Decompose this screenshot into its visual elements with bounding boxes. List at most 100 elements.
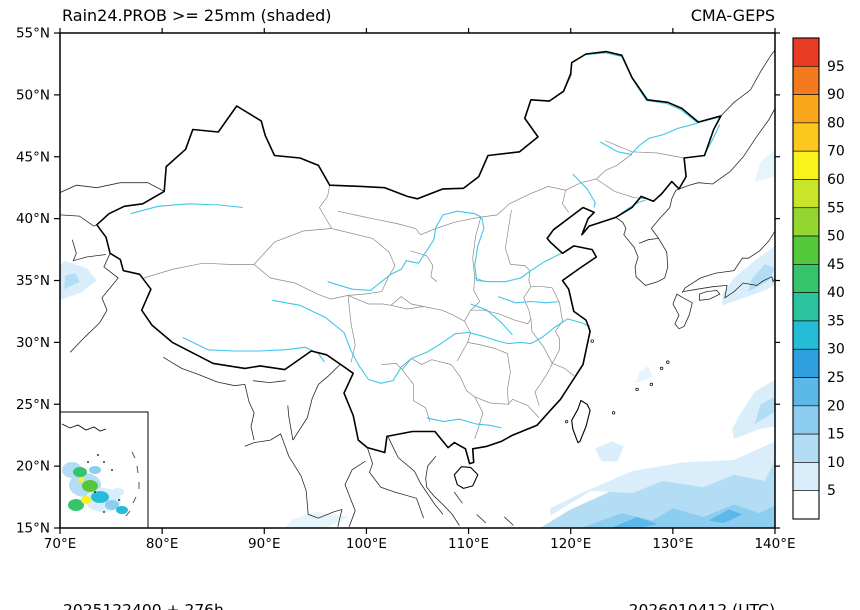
small-island — [666, 360, 670, 364]
foreign-border-line — [344, 460, 366, 527]
x-axis-labels: 70°E 80°E 90°E 100°E 110°E 120°E 130°E 140°E — [44, 536, 796, 552]
shaded-region — [708, 509, 743, 523]
x-tick-label: 70°E — [44, 536, 76, 552]
inset-island-dot — [87, 461, 89, 463]
province-borders — [143, 140, 685, 440]
province-border-line — [456, 310, 471, 362]
inset-shading-blob — [112, 488, 124, 496]
colorbar: 95 90 80 70 60 55 50 45 40 35 30 25 20 15 10 5 — [792, 37, 845, 520]
shaded-region — [732, 379, 775, 439]
colorbar-segment — [792, 179, 820, 209]
province-border-line — [470, 309, 532, 325]
small-island — [564, 419, 569, 424]
colorbar-segment — [792, 320, 820, 350]
province-border-line — [504, 209, 512, 265]
inset-shading-blob — [68, 499, 84, 511]
inset-shading-blob — [73, 467, 87, 477]
province-border-line — [472, 217, 487, 283]
foreign-border-line — [60, 214, 97, 227]
foreign-border-line — [453, 491, 463, 504]
inset-island-dot — [103, 461, 105, 463]
province-border-line — [253, 264, 349, 300]
river-line — [470, 303, 513, 336]
colorbar-label: 40 — [827, 285, 845, 301]
y-tick-label: 15°N — [16, 521, 50, 537]
colorbar-segment — [792, 65, 820, 95]
colorbar-segment — [792, 37, 820, 67]
province-border-line — [143, 262, 255, 279]
axis-ticks — [54, 28, 780, 534]
province-border-line — [381, 358, 432, 371]
colorbar-segment — [792, 433, 820, 463]
foreign-border-line — [244, 384, 255, 441]
valid-time-block: 2026010412 (UTC) 2026010420 (CST) — [629, 553, 775, 610]
river-line — [572, 173, 596, 208]
inset-shading-blob — [89, 466, 101, 474]
x-tick-label: 110°E — [448, 536, 489, 552]
foreign-border-line — [292, 364, 341, 441]
river-line — [600, 122, 698, 155]
colorbar-label: 50 — [827, 229, 845, 245]
shaded-region — [550, 441, 775, 516]
inset-island-dot — [118, 499, 120, 501]
y-tick-label: 55°N — [16, 26, 50, 42]
x-tick-label: 100°E — [346, 536, 387, 552]
init-time-utc: 2025122400 + 276h — [63, 601, 224, 610]
foreign-border-line — [60, 182, 165, 193]
shaded-region — [595, 441, 624, 462]
china-border — [96, 50, 722, 489]
inset-shading-blob — [81, 496, 91, 504]
shaded-region — [754, 396, 775, 425]
inset-shading-blob — [91, 491, 109, 503]
province-border-line — [347, 295, 356, 363]
y-tick-label: 50°N — [16, 87, 50, 103]
coastlines-foreign-borders — [60, 50, 775, 527]
foreign-border-line — [244, 433, 343, 527]
province-border-line — [331, 228, 396, 296]
shaded-region — [540, 453, 775, 528]
china-outline — [96, 50, 722, 465]
foreign-border-line — [672, 293, 693, 330]
foreign-border-line — [615, 190, 677, 286]
foreign-border-line — [71, 239, 107, 262]
small-island — [649, 382, 654, 387]
small-island — [611, 411, 616, 415]
inset-dash-line — [125, 451, 140, 517]
river-line — [498, 296, 560, 304]
river-line — [272, 299, 591, 384]
colorbar-segment — [792, 264, 820, 293]
foreign-border-line — [681, 230, 775, 294]
foreign-border-line — [387, 436, 444, 515]
province-border-line — [474, 396, 484, 440]
inset-shading-blob — [82, 480, 98, 492]
colorbar-label: 35 — [827, 313, 845, 329]
colorbar-label: 60 — [827, 172, 845, 188]
colorbar-segment — [792, 122, 820, 152]
province-border-line — [410, 250, 438, 282]
colorbar-label: 15 — [827, 427, 845, 443]
small-island — [659, 366, 664, 371]
province-border-line — [523, 286, 532, 319]
colorbar-label: 10 — [827, 455, 845, 471]
foreign-border-line — [699, 289, 721, 301]
province-border-line — [431, 359, 475, 398]
province-border-line — [337, 154, 633, 236]
colorbar-segment — [792, 150, 820, 180]
x-tick-label: 120°E — [550, 536, 591, 552]
rivers — [130, 52, 721, 429]
colorbar-segment — [792, 292, 820, 322]
y-tick-label: 40°N — [16, 211, 50, 227]
foreign-border-line — [720, 50, 775, 117]
colorbar-label: 90 — [827, 87, 845, 103]
foreign-border-line — [69, 253, 119, 353]
colorbar-segment — [792, 462, 820, 492]
shaded-region — [636, 365, 653, 384]
foreign-border-line — [253, 380, 286, 384]
y-tick-label: 30°N — [16, 335, 50, 351]
province-border-line — [605, 140, 685, 159]
shaded-region — [754, 149, 775, 182]
foreign-border-line — [638, 238, 659, 244]
colorbar-label: 20 — [827, 398, 845, 414]
